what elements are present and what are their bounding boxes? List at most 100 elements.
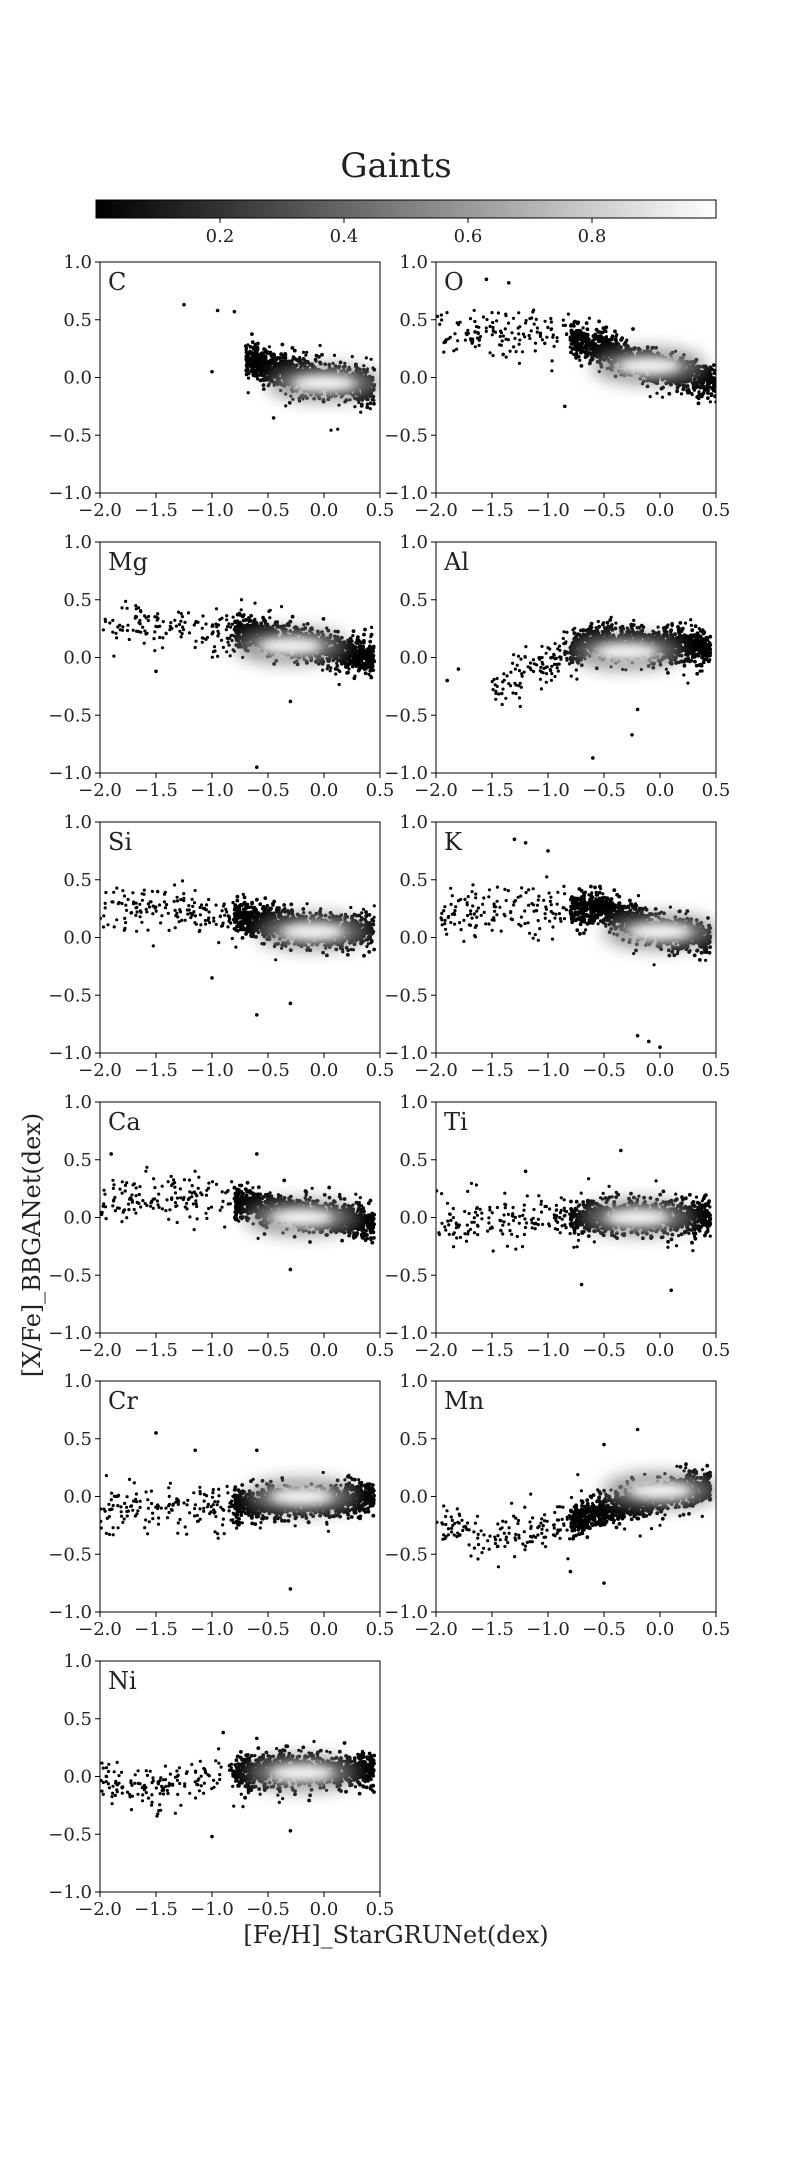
scatter-point bbox=[179, 898, 183, 902]
scatter-point bbox=[241, 614, 246, 618]
scatter-point bbox=[327, 659, 331, 663]
panel-si: −2.0 −1.5 −1.0 −0.5 0.0 0.5−1.0−0.50.00.51.0S… bbox=[48, 812, 394, 1081]
scatter-point bbox=[442, 341, 446, 345]
scatter-point bbox=[458, 320, 462, 324]
scatter-point bbox=[114, 631, 118, 635]
scatter-point bbox=[571, 628, 575, 632]
scatter-point bbox=[227, 643, 231, 647]
x-tick-label: 0.5 bbox=[702, 780, 731, 801]
scatter-point bbox=[228, 654, 232, 658]
scatter-point bbox=[164, 632, 168, 636]
scatter-point bbox=[518, 681, 522, 686]
scatter-point bbox=[605, 631, 609, 635]
scatter-point bbox=[621, 667, 625, 672]
scatter-point bbox=[212, 645, 217, 649]
scatter-point bbox=[686, 390, 690, 395]
scatter-point bbox=[366, 661, 370, 666]
scatter-point bbox=[320, 352, 324, 357]
scatter-point bbox=[698, 634, 703, 639]
scatter-point bbox=[601, 352, 606, 357]
scatter-point bbox=[685, 649, 690, 654]
scatter-point bbox=[533, 349, 537, 353]
scatter-point bbox=[704, 636, 709, 641]
scatter-point bbox=[351, 634, 355, 638]
scatter-point bbox=[497, 692, 501, 696]
scatter-point bbox=[544, 651, 548, 655]
outlier-point bbox=[635, 707, 640, 712]
scatter-point bbox=[555, 662, 559, 667]
scatter-point bbox=[624, 668, 628, 672]
scatter-point bbox=[632, 346, 637, 351]
scatter-point bbox=[574, 355, 578, 360]
scatter-point bbox=[690, 628, 695, 633]
scatter-point bbox=[360, 398, 365, 402]
scatter-point bbox=[510, 331, 514, 335]
scatter-point bbox=[292, 348, 297, 353]
scatter-point bbox=[248, 344, 253, 349]
scatter-point bbox=[283, 352, 288, 356]
scatter-point bbox=[183, 620, 187, 625]
scatter-point bbox=[295, 662, 300, 667]
outlier-point bbox=[154, 669, 158, 674]
scatter-point bbox=[528, 336, 532, 341]
scatter-point bbox=[666, 671, 670, 675]
scatter-point bbox=[125, 628, 129, 633]
scatter-point bbox=[169, 621, 173, 625]
scatter-point bbox=[250, 340, 255, 345]
scatter-point bbox=[180, 615, 184, 619]
scatter-point bbox=[581, 633, 585, 638]
scatter-point bbox=[590, 354, 595, 358]
scatter-point bbox=[239, 598, 244, 602]
outlier-point bbox=[215, 308, 220, 313]
scatter-point bbox=[640, 628, 645, 633]
y-tick-label: 1.0 bbox=[63, 532, 92, 553]
scatter-point bbox=[290, 614, 295, 619]
scatter-point bbox=[586, 336, 590, 341]
scatter-point bbox=[606, 338, 611, 342]
scatter-point bbox=[257, 366, 262, 370]
scatter-point bbox=[334, 672, 338, 676]
scatter-point bbox=[214, 922, 218, 927]
scatter-point bbox=[193, 645, 197, 650]
scatter-point bbox=[603, 627, 608, 631]
scatter-point bbox=[696, 645, 700, 649]
scatter-point bbox=[686, 681, 690, 685]
scatter-point bbox=[682, 663, 687, 668]
scatter-point bbox=[331, 361, 335, 365]
scatter-point bbox=[703, 652, 708, 657]
outlier-point bbox=[254, 765, 259, 770]
scatter-point bbox=[331, 658, 336, 663]
scatter-point bbox=[676, 627, 681, 632]
y-tick-label: 1.0 bbox=[63, 252, 92, 273]
scatter-point bbox=[234, 625, 239, 629]
scatter-point bbox=[144, 632, 148, 636]
scatter-point bbox=[178, 629, 182, 633]
scatter-point bbox=[586, 627, 590, 632]
scatter-point bbox=[538, 332, 542, 336]
scatter-point bbox=[708, 400, 713, 404]
x-tick-label: −1.5 bbox=[470, 780, 514, 801]
scatter-point bbox=[259, 621, 264, 626]
scatter-point bbox=[589, 621, 594, 626]
scatter-point bbox=[587, 316, 592, 320]
scatter-point bbox=[235, 612, 240, 617]
x-tick-label: −1.0 bbox=[526, 500, 570, 521]
scatter-point bbox=[318, 343, 322, 348]
scatter-point bbox=[126, 623, 130, 627]
scatter-point bbox=[343, 364, 347, 369]
scatter-point bbox=[564, 332, 569, 337]
scatter-point bbox=[696, 401, 701, 406]
scatter-point bbox=[255, 346, 260, 350]
scatter-point bbox=[493, 330, 498, 334]
scatter-points bbox=[182, 302, 380, 432]
scatter-point bbox=[210, 655, 214, 659]
scatter-point bbox=[320, 661, 325, 666]
scatter-point bbox=[685, 657, 690, 662]
scatter-point bbox=[689, 648, 694, 652]
scatter-point bbox=[495, 676, 499, 681]
scatter-point bbox=[562, 630, 566, 634]
scatter-point bbox=[176, 610, 181, 614]
scatter-point bbox=[614, 621, 618, 625]
y-tick-label: −0.5 bbox=[384, 705, 428, 726]
scatter-point bbox=[225, 614, 229, 618]
